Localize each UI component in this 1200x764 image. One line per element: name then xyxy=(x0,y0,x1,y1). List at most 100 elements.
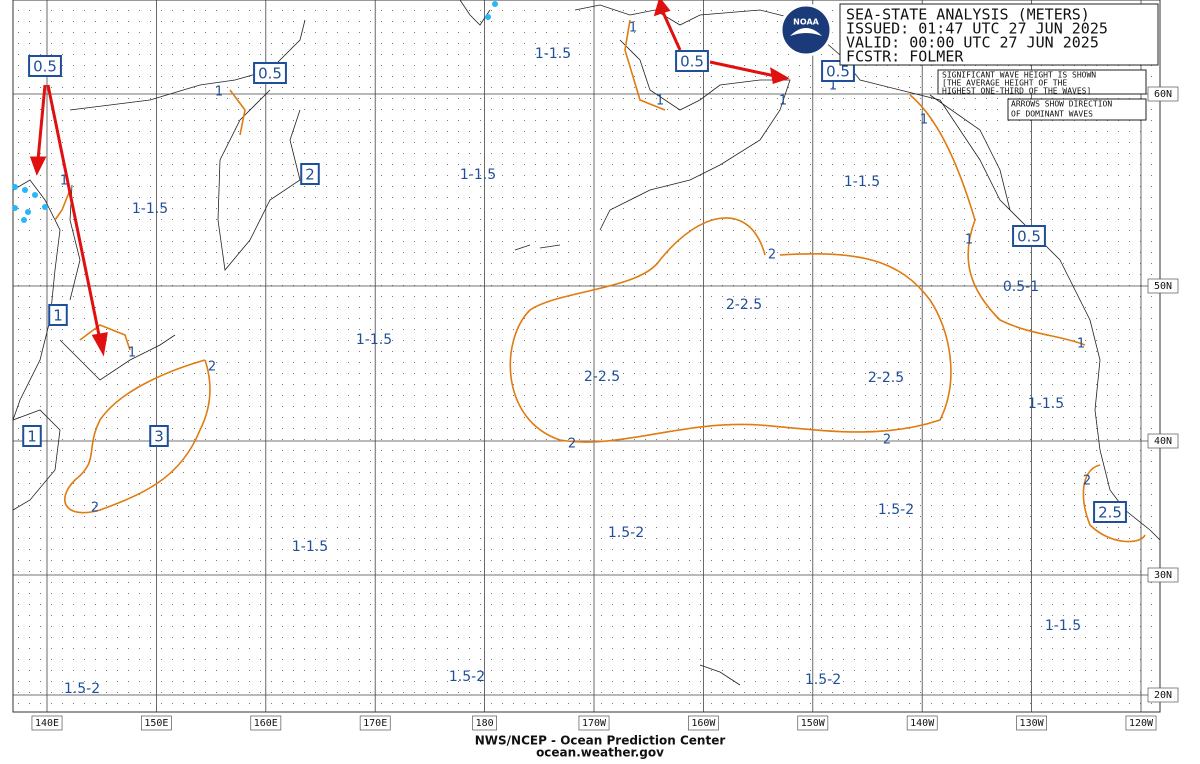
boxed-label-frame xyxy=(821,60,855,82)
boxed-label: 2 xyxy=(305,166,315,184)
latitude-label-box xyxy=(1147,433,1179,449)
longitude-label-box xyxy=(141,715,172,731)
wave-height-range: 2-2.5 xyxy=(584,369,620,385)
coastlines xyxy=(12,0,1161,686)
contour-label: 2 xyxy=(91,501,99,516)
longitude-label: 170E xyxy=(363,718,387,729)
boxed-label: 0.5 xyxy=(258,65,282,83)
boxed-label-frame xyxy=(253,62,287,84)
wave-height-range: 1-1.5 xyxy=(1028,396,1064,412)
boxed-label-frame xyxy=(1012,225,1046,247)
longitude-label: 140E xyxy=(35,718,59,729)
contour-label: 1 xyxy=(656,94,664,109)
latitude-label-box xyxy=(1147,687,1179,703)
contour-label: 2 xyxy=(768,248,776,263)
title: SEA-STATE ANALYSIS (METERS) xyxy=(846,6,1090,24)
wave-height-range: 1.5-2 xyxy=(805,672,841,688)
latitude-label: 20N xyxy=(1154,690,1172,701)
contour-label: 1 xyxy=(965,233,973,248)
longitude-label: 150W xyxy=(801,718,826,729)
longitude-label-box xyxy=(31,715,63,731)
longitude-label: 140W xyxy=(910,718,935,729)
longitude-label: 160W xyxy=(691,718,716,729)
boxed-label-frame xyxy=(675,50,709,72)
wave-height-range: 1-1.5 xyxy=(535,46,571,62)
boxed-label: 1 xyxy=(53,307,63,325)
wave-height-range: 1.5-2 xyxy=(449,669,485,685)
longitude-label: 160E xyxy=(254,718,278,729)
footer-url: ocean.weather.gov xyxy=(536,746,664,760)
contour-label: 1 xyxy=(829,79,837,94)
wave-height-range: 2-2.5 xyxy=(868,370,904,386)
valid: VALID: 00:00 UTC 27 JUN 2025 xyxy=(846,34,1099,52)
wave-height-range: 1-1.5 xyxy=(356,332,392,348)
latitude-label-box xyxy=(1147,86,1179,102)
boxed-label: 0.5 xyxy=(33,58,57,76)
boxed-label-frame xyxy=(28,55,62,77)
boxed-label: 3 xyxy=(154,428,164,446)
longitude-label-box xyxy=(1016,715,1047,731)
contour-label: 1 xyxy=(215,85,223,100)
contour-label: 2 xyxy=(568,437,576,452)
boxed-label: 0.5 xyxy=(1017,228,1041,246)
header: SEA-STATE ANALYSIS (METERS) ISSUED: 01:4… xyxy=(846,6,1108,66)
longitude-label: 130W xyxy=(1020,718,1045,729)
contour-label: 2 xyxy=(883,433,891,448)
note: [THE AVERAGE HEIGHT OF THE xyxy=(942,79,1067,88)
wave-height-range: 1.5-2 xyxy=(64,681,100,697)
longitude-label-box xyxy=(359,715,391,731)
buoy-markers xyxy=(12,1,498,223)
note-box xyxy=(937,69,1147,95)
latitude-label-box xyxy=(1147,567,1179,583)
note: ARROWS SHOW DIRECTION xyxy=(1011,100,1112,109)
longitude-label: 150E xyxy=(144,718,168,729)
logo-gull xyxy=(790,28,822,36)
longitude-label-box xyxy=(1125,715,1157,731)
wave-height-range: 1-1.5 xyxy=(132,201,168,217)
contour-label: 1 xyxy=(128,346,136,361)
wave-height-range: 1-1.5 xyxy=(460,167,496,183)
note-box xyxy=(1007,98,1147,121)
contour-label: 1 xyxy=(629,21,637,36)
contour-label: 1 xyxy=(1077,337,1085,352)
wave-contours xyxy=(54,19,1146,543)
latitude-label: 30N xyxy=(1154,570,1172,581)
issued: ISSUED: 01:47 UTC 27 JUN 2025 xyxy=(846,20,1108,38)
note: HIGHEST ONE-THIRD OF THE WAVES] xyxy=(942,87,1091,96)
longitude-label-box xyxy=(688,715,719,731)
map-frame xyxy=(12,0,1161,713)
boxed-label: 0.5 xyxy=(680,53,704,71)
boxed-label: 0.5 xyxy=(826,63,850,81)
longitude-label-box xyxy=(578,715,610,731)
wave-height-range: 1.5-2 xyxy=(608,525,644,541)
latitude-label: 50N xyxy=(1154,281,1172,292)
longitude-label-box xyxy=(797,715,829,731)
latitude-label: 60N xyxy=(1154,89,1172,100)
wave-height-range: 1-1.5 xyxy=(292,539,328,555)
wave-height-range: 1-1.5 xyxy=(844,174,880,190)
contour-label: 2 xyxy=(208,360,216,375)
longitude-label: 180 xyxy=(476,718,494,729)
contour-label: 1 xyxy=(60,174,68,189)
note: OF DOMINANT WAVES xyxy=(1011,110,1093,119)
contour-label: 1 xyxy=(920,113,928,128)
contour-label: 1 xyxy=(779,94,787,109)
boxed-label: 2.5 xyxy=(1098,504,1122,522)
latitude-label-box xyxy=(1147,278,1179,294)
boxed-label-frame xyxy=(48,304,68,326)
longitude-label: 120W xyxy=(1129,718,1154,729)
longitude-label-box xyxy=(472,715,497,731)
map-labels: 140E 150E 160E 170E 180 170W 160W 150W 140W 130W 1… xyxy=(22,21,1179,731)
wave-direction-arrows xyxy=(29,0,790,357)
wave-height-range: 1.5-2 xyxy=(878,502,914,518)
boxed-label-frame xyxy=(149,425,169,447)
boxed-label: 1 xyxy=(27,428,37,446)
longitude-label: 170W xyxy=(582,718,607,729)
forecaster: FCSTR: FOLMER xyxy=(846,48,964,66)
note: SIGNIFICANT WAVE HEIGHT IS SHOWN xyxy=(942,71,1096,80)
boxed-label-frame xyxy=(300,163,320,185)
longitude-label-box xyxy=(906,715,938,731)
wave-height-range: 1-1.5 xyxy=(1045,618,1081,634)
wave-height-range: 2-2.5 xyxy=(726,297,762,313)
